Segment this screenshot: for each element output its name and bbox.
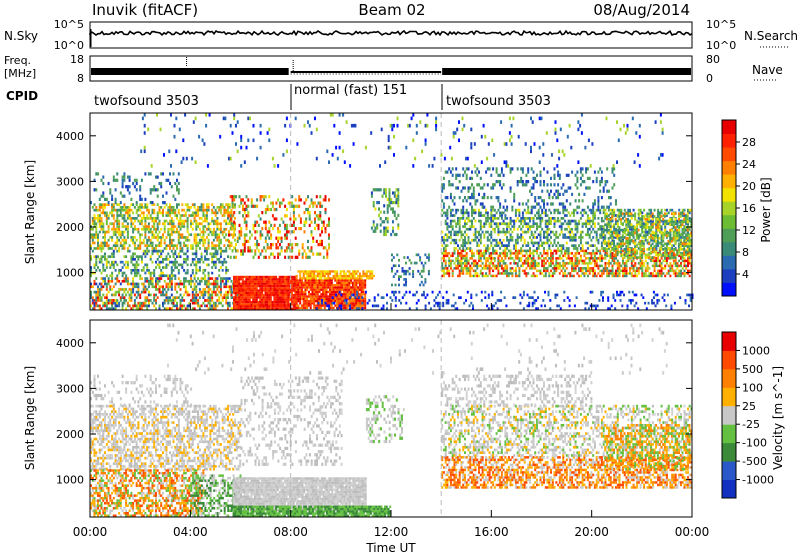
velocity-ytick-label-3: 4000 (56, 337, 84, 350)
nsky-panel: N.Sky 10^5 10^0 10^5 10^0 N.Search (4, 18, 798, 52)
velocity-colorbar-tick-1: 500 (742, 363, 763, 376)
power-colorbar-swatch-5 (722, 214, 736, 229)
velocity-colorbar-tick-0: 1000 (742, 344, 770, 357)
power-colorbar-swatch-1 (722, 268, 736, 283)
station-title: Inuvik (fitACF) (92, 1, 198, 19)
velocity-colorbar-swatch-7 (722, 350, 736, 370)
velocity-ytick-label-1: 2000 (56, 428, 84, 441)
freq-left-tick-bottom: 8 (77, 72, 84, 85)
time-tick-label-2: 08:00 (273, 525, 308, 539)
cpid-label: CPID (6, 89, 38, 103)
power-ylabel: Slant Range [km] (23, 160, 37, 264)
power-colorbar-swatch-6 (722, 201, 736, 216)
power-ytick-label-3: 4000 (56, 130, 84, 143)
time-tick-label-0: 00:00 (73, 525, 108, 539)
power-colorbar-tick-4: 20 (742, 180, 756, 193)
nsky-frame (89, 21, 693, 49)
cpid-panel: CPID twofsound 3503 normal (fast) 151 tw… (6, 83, 551, 110)
nsearch-label: N.Search (744, 29, 798, 43)
nsky-left-tick-bottom: 10^0 (54, 39, 84, 52)
time-axis-label: Time UT (365, 541, 416, 554)
velocity-colorbar-swatch-1 (722, 461, 736, 480)
power-colorbar-tick-6: 28 (742, 136, 756, 149)
power-panel: 1000 2000 3000 4000 Slant Range [km] 4 8 12 16… (23, 112, 773, 311)
power-colorbar-swatch-7 (722, 187, 736, 202)
power-colorbar-swatch-3 (722, 241, 736, 256)
velocity-heatmap (90, 320, 693, 517)
power-colorbar-tick-2: 12 (742, 224, 756, 237)
velocity-colorbar-tick-4: -25 (742, 418, 760, 431)
freq-left-tick-top: 18 (70, 53, 84, 66)
nave-right-tick-bottom: 0 (706, 72, 713, 85)
cpid-segment-2: normal (fast) 151 (294, 83, 407, 98)
velocity-colorbar-swatch-0 (722, 479, 736, 499)
power-colorbar-tick-0: 4 (742, 268, 749, 281)
velocity-colorbar-swatch-2 (722, 442, 736, 462)
velocity-yaxis: 1000 2000 3000 4000 (56, 337, 692, 487)
time-axis: 00:00 04:00 08:00 12:00 16:00 20:00 00:00 (73, 303, 710, 539)
power-colorbar-swatch-8 (722, 174, 736, 189)
velocity-colorbar: 1000 500 100 25 -25 -100 -500 -1000 (721, 331, 774, 499)
nsky-left-tick-top: 10^5 (54, 18, 84, 31)
cpid-segment-1: twofsound 3503 (94, 94, 199, 109)
nave-right-tick-top: 80 (706, 53, 720, 66)
velocity-colorbar-swatch-4 (722, 405, 736, 425)
velocity-panel: 1000 2000 3000 4000 Slant Range [km] 1000 50… (23, 319, 785, 518)
nsky-trace (89, 29, 693, 47)
velocity-colorbar-tick-7: -1000 (742, 474, 774, 487)
velocity-colorbar-tick-5: -100 (742, 437, 767, 450)
power-colorbar-swatch-12 (722, 120, 736, 134)
velocity-colorbar-tick-6: -500 (742, 455, 767, 468)
freq-label: Freq. (4, 54, 31, 67)
time-tick-label-1: 04:00 (173, 525, 208, 539)
time-tick-label-4: 16:00 (474, 525, 509, 539)
velocity-ytick-label-2: 3000 (56, 382, 84, 395)
velocity-colorbar-swatch-3 (722, 424, 736, 444)
nsky-label: N.Sky (4, 29, 38, 43)
velocity-colorbar-tick-3: 25 (742, 400, 756, 413)
velocity-colorbar-tick-2: 100 (742, 381, 763, 394)
velocity-ylabel: Slant Range [km] (23, 366, 37, 470)
freq-unit-label: [MHz] (4, 67, 36, 80)
velocity-colorbar-swatch-6 (722, 368, 736, 388)
cpid-segment-3: twofsound 3503 (446, 94, 551, 109)
freq-trace (91, 57, 691, 75)
time-tick-label-5: 20:00 (574, 525, 609, 539)
power-colorbar: 4 8 12 16 20 24 28 (721, 119, 756, 297)
power-yaxis: 1000 2000 3000 4000 (56, 130, 692, 280)
power-colorbar-swatch-4 (722, 228, 736, 243)
power-colorbar-swatch-2 (722, 255, 736, 270)
power-colorbar-tick-5: 24 (742, 158, 756, 171)
velocity-colorbar-swatch-5 (722, 387, 736, 407)
freq-frame (89, 55, 693, 82)
beam-title: Beam 02 (358, 1, 425, 19)
velocity-colorbar-label: Velocity [m s^-1] (771, 366, 785, 470)
power-colorbar-swatch-0 (722, 282, 736, 297)
power-colorbar-tick-3: 16 (742, 202, 756, 215)
power-ytick-label-2: 3000 (56, 175, 84, 188)
time-tick-label-6: 00:00 (675, 525, 710, 539)
power-heatmap (90, 113, 694, 310)
power-colorbar-tick-1: 8 (742, 246, 749, 259)
power-ytick-label-1: 2000 (56, 221, 84, 234)
power-ytick-label-0: 1000 (56, 267, 84, 280)
velocity-colorbar-swatch-8 (722, 332, 736, 351)
freq-panel: Freq. [MHz] 18 8 80 0 Nave (4, 53, 783, 85)
power-colorbar-swatch-9 (722, 160, 736, 175)
nave-label: Nave (752, 63, 783, 77)
date-title: 08/Aug/2014 (593, 1, 690, 19)
power-colorbar-label: Power [dB] (759, 177, 773, 242)
velocity-ytick-label-0: 1000 (56, 474, 84, 487)
power-colorbar-swatch-11 (722, 133, 736, 148)
power-colorbar-swatch-10 (722, 147, 736, 162)
nsearch-right-tick-bottom: 10^0 (706, 39, 736, 52)
nsearch-right-tick-top: 10^5 (706, 18, 736, 31)
time-tick-label-3: 12:00 (374, 525, 409, 539)
